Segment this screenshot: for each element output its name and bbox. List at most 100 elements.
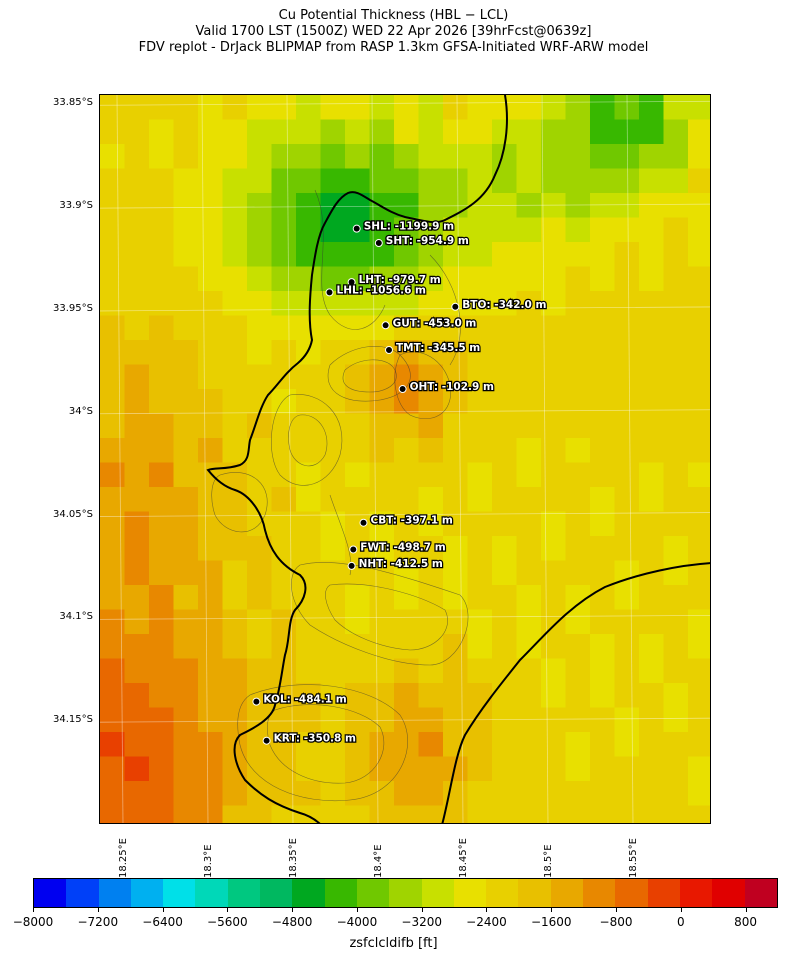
- field-cell: [394, 168, 419, 194]
- station-marker-krt[interactable]: [262, 736, 271, 745]
- map-canvas[interactable]: SHL: -1199.9 m SHT: -954.9 m LHT: -979.7 m…: [100, 95, 711, 824]
- field-cell: [614, 413, 640, 439]
- field-cell: [198, 95, 223, 120]
- latitude-label: 34.05°S: [53, 508, 93, 520]
- field-cell: [663, 438, 689, 463]
- field-cell: [247, 560, 272, 586]
- colorbar-segment: [195, 879, 228, 907]
- field-cell: [100, 609, 125, 635]
- field-cell: [149, 364, 174, 390]
- station-marker-tmt[interactable]: [385, 345, 393, 354]
- longitude-label: 18.35°E: [288, 838, 299, 878]
- field-cell: [541, 609, 566, 635]
- field-cell: [320, 119, 346, 145]
- field-cell: [516, 634, 542, 659]
- field-cell: [320, 242, 346, 267]
- field-cell: [296, 732, 321, 757]
- field-cell: [247, 266, 272, 292]
- graticule-parallel: [100, 512, 710, 517]
- field-cell: [124, 242, 150, 267]
- station-marker-cbt[interactable]: [359, 518, 368, 527]
- field-cell: [639, 389, 664, 414]
- field-cell: [590, 242, 615, 267]
- field-cell: [149, 732, 174, 757]
- field-cell: [590, 609, 615, 635]
- field-cell: [565, 217, 591, 243]
- station-marker-kol[interactable]: [252, 697, 261, 706]
- field-cell: [173, 536, 199, 561]
- field-cell: [394, 707, 419, 733]
- station-marker-fwt[interactable]: [349, 545, 358, 554]
- station-marker-lhl[interactable]: [325, 288, 334, 297]
- field-cell: [565, 536, 591, 561]
- field-cell: [443, 462, 468, 488]
- field-cell: [590, 119, 615, 145]
- field-cell: [369, 609, 395, 635]
- longitude-label: 18.5°E: [543, 844, 554, 878]
- field-cell: [345, 144, 370, 169]
- field-cell: [222, 389, 248, 414]
- field-cell: [492, 413, 517, 439]
- station-marker-nht[interactable]: [347, 561, 356, 570]
- station-marker-sht[interactable]: [374, 239, 383, 248]
- field-cell: [443, 511, 468, 537]
- field-cell: [565, 658, 591, 684]
- field-cell: [614, 340, 640, 365]
- field-cell: [222, 413, 248, 439]
- field-cell: [688, 389, 710, 414]
- field-cell: [639, 658, 664, 684]
- field-cell: [492, 536, 517, 561]
- field-cell: [663, 389, 689, 414]
- field-cell: [443, 805, 468, 823]
- field-cell: [516, 364, 542, 390]
- field-cell: [198, 560, 223, 586]
- field-cell: [541, 217, 566, 243]
- colorbar-segment: [324, 879, 357, 907]
- colorbar-tick-label: −1600: [530, 915, 572, 929]
- field-cell: [271, 389, 297, 414]
- field-cell: [271, 707, 297, 733]
- field-cell: [247, 144, 272, 169]
- field-cell: [565, 487, 591, 512]
- field-cell: [394, 364, 419, 390]
- station-marker-lht[interactable]: [347, 278, 356, 287]
- station-marker-bto[interactable]: [451, 302, 460, 311]
- field-cell: [100, 217, 125, 243]
- field-cell: [688, 707, 710, 733]
- field-cell: [345, 756, 370, 782]
- field-cell: [124, 511, 150, 537]
- field-cell: [565, 389, 591, 414]
- field-cell: [198, 658, 223, 684]
- field-cell: [100, 291, 125, 316]
- field-cell: [590, 413, 615, 439]
- field-cell: [639, 707, 664, 733]
- field-cell: [418, 462, 444, 488]
- field-cell: [639, 266, 664, 292]
- field-cell: [516, 805, 542, 823]
- field-cell: [639, 634, 664, 659]
- field-cell: [663, 805, 689, 823]
- field-cell: [418, 658, 444, 684]
- colorbar-segment: [615, 879, 648, 907]
- field-cell: [320, 609, 346, 635]
- field-cell: [443, 585, 468, 610]
- longitude-label: 18.4°E: [373, 844, 384, 878]
- field-cell: [100, 266, 125, 292]
- field-cell: [663, 340, 689, 365]
- map-panel[interactable]: SHL: -1199.9 m SHT: -954.9 m LHT: -979.7 m…: [99, 94, 711, 824]
- field-cell: [271, 487, 297, 512]
- longitude-label: 18.25°E: [118, 838, 129, 878]
- field-cell: [296, 144, 321, 169]
- station-label-tmt: TMT: -345.5 m: [396, 342, 480, 354]
- field-cell: [320, 634, 346, 659]
- field-cell: [198, 389, 223, 414]
- station-marker-gut[interactable]: [381, 321, 390, 330]
- field-cell: [590, 487, 615, 512]
- field-cell: [688, 340, 710, 365]
- field-cell: [296, 364, 321, 390]
- station-marker-shl[interactable]: [352, 224, 361, 233]
- field-cell: [149, 781, 174, 806]
- field-cell: [271, 511, 297, 537]
- field-cell: [516, 315, 542, 341]
- station-marker-oht[interactable]: [398, 385, 407, 394]
